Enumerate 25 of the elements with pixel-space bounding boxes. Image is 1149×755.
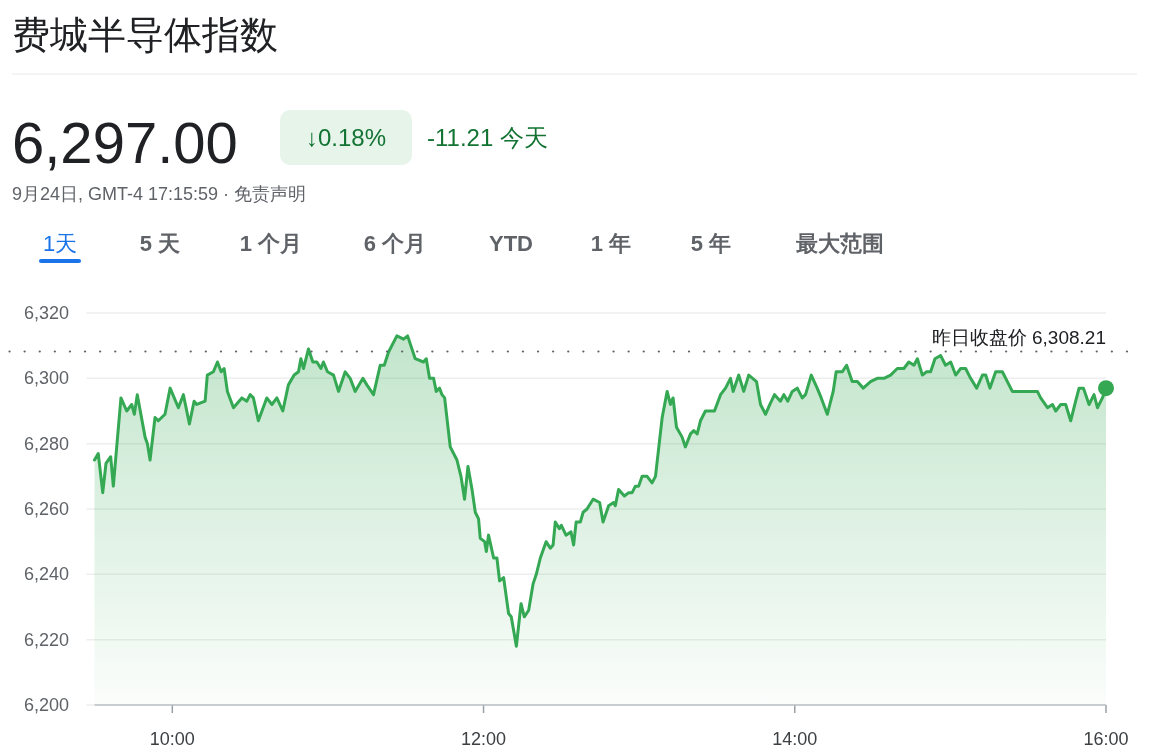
x-tick-label: 12:00: [461, 729, 507, 749]
y-tick-label: 6,320: [24, 303, 70, 323]
y-tick-label: 6,220: [24, 629, 70, 650]
text: 6,297.00: [12, 110, 238, 175]
x-tick-label: 14:00: [772, 729, 818, 749]
chart-title: 费城半导体指数: [12, 14, 278, 56]
text: ↓0.18%: [305, 124, 387, 151]
text: 1 个月: [239, 231, 303, 256]
y-tick-label: 6,240: [24, 564, 70, 585]
text: 1天: [42, 231, 78, 256]
text: 5 天: [139, 231, 181, 256]
text: -11.21 今天: [427, 124, 548, 151]
y-tick-label: 6,300: [24, 368, 70, 389]
text: 9月24日, GMT-4 17:15:59 · 免责声明: [12, 184, 307, 204]
x-tick-label: 16:00: [1083, 729, 1129, 749]
text: 5 年: [690, 231, 732, 256]
y-tick-label: 6,260: [24, 499, 70, 519]
ref-line-label: 昨日收盘价 6,308.21: [931, 326, 1106, 348]
text: YTD: [489, 231, 533, 256]
y-tick-label: 6,200: [24, 695, 70, 715]
text: 1 年: [590, 231, 632, 256]
y-tick-label: 6,280: [24, 433, 70, 454]
text: 6 个月: [363, 231, 427, 256]
x-tick-label: 10:00: [149, 729, 195, 749]
text: 最大范围: [795, 231, 884, 256]
